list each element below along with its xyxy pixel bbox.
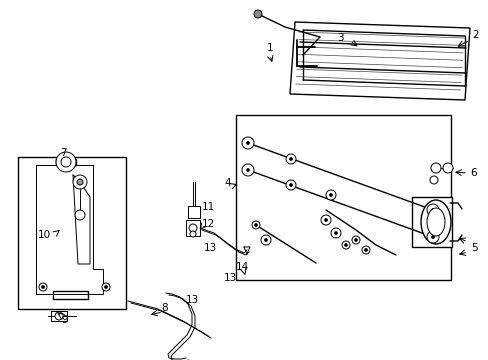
Text: 13: 13 (223, 273, 236, 283)
Circle shape (190, 231, 196, 237)
Text: 5: 5 (470, 243, 476, 253)
Circle shape (285, 154, 295, 164)
Bar (185, 220, 200, 236)
Circle shape (354, 239, 357, 242)
Circle shape (364, 248, 367, 252)
Circle shape (351, 236, 359, 244)
Circle shape (254, 224, 257, 226)
Text: 1: 1 (266, 43, 273, 53)
Circle shape (430, 163, 440, 173)
Bar (411, 197, 451, 247)
Circle shape (430, 235, 434, 239)
Circle shape (430, 208, 434, 212)
Circle shape (77, 179, 83, 185)
Circle shape (73, 175, 87, 189)
Circle shape (344, 243, 347, 247)
Circle shape (61, 157, 71, 167)
Bar (51, 311, 67, 321)
Circle shape (104, 285, 107, 288)
Circle shape (242, 137, 253, 149)
Circle shape (325, 190, 335, 200)
Text: 12: 12 (201, 219, 214, 229)
Circle shape (341, 241, 349, 249)
Circle shape (246, 141, 249, 144)
Text: 8: 8 (162, 303, 168, 313)
Circle shape (75, 210, 85, 220)
Circle shape (56, 152, 76, 172)
Circle shape (429, 176, 437, 184)
Text: 6: 6 (470, 168, 476, 178)
Circle shape (55, 312, 63, 320)
Ellipse shape (426, 208, 444, 236)
Text: 4: 4 (224, 178, 231, 188)
Circle shape (253, 10, 262, 18)
Circle shape (426, 231, 438, 243)
Circle shape (189, 224, 197, 232)
Circle shape (361, 246, 369, 254)
Text: 13: 13 (203, 243, 216, 253)
Circle shape (442, 163, 452, 173)
Circle shape (41, 285, 44, 288)
Text: 10: 10 (38, 230, 50, 240)
Circle shape (261, 235, 270, 245)
Circle shape (289, 184, 292, 186)
Circle shape (251, 221, 260, 229)
Circle shape (264, 239, 267, 242)
Circle shape (334, 231, 337, 234)
Polygon shape (289, 22, 469, 100)
Text: 14: 14 (235, 262, 248, 272)
Circle shape (242, 164, 253, 176)
Circle shape (102, 283, 110, 291)
Circle shape (324, 219, 327, 221)
Circle shape (320, 215, 330, 225)
Bar (18, 157, 126, 309)
Bar (236, 115, 450, 280)
Text: 7: 7 (60, 148, 66, 158)
Ellipse shape (420, 200, 450, 244)
Circle shape (285, 180, 295, 190)
Text: 3: 3 (336, 33, 343, 43)
Text: 13: 13 (185, 295, 198, 305)
Circle shape (329, 194, 332, 197)
Circle shape (246, 168, 249, 171)
Text: 11: 11 (201, 202, 214, 212)
Bar (187, 206, 200, 218)
Circle shape (330, 228, 340, 238)
Circle shape (426, 204, 438, 216)
Text: 9: 9 (61, 315, 68, 325)
Text: 2: 2 (472, 30, 478, 40)
Circle shape (39, 283, 47, 291)
Circle shape (289, 158, 292, 161)
